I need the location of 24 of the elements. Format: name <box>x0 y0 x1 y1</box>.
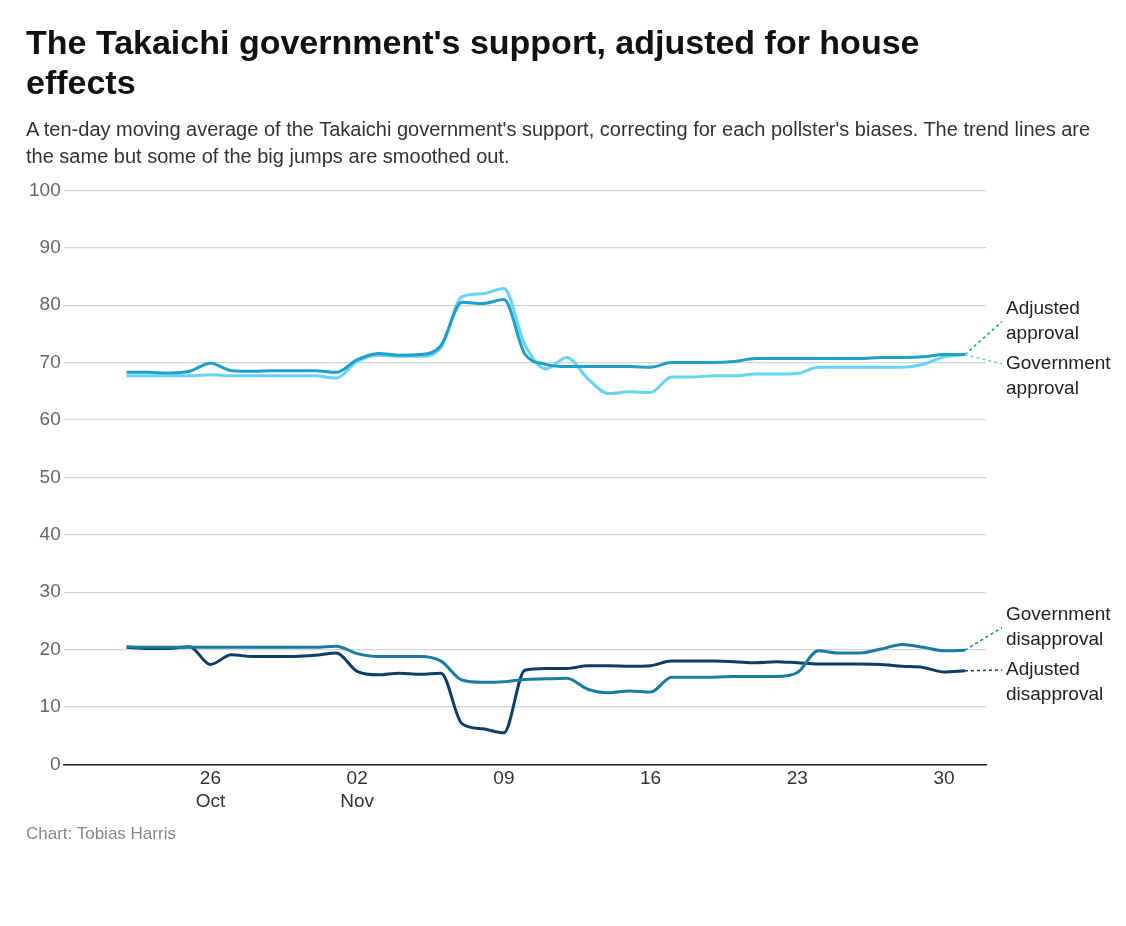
y-tick-label: 30 <box>39 580 61 602</box>
x-tick-label: 16 <box>640 767 662 789</box>
x-tick-label: 26 Oct <box>195 767 226 812</box>
y-tick-label: 90 <box>39 236 61 258</box>
y-tick-label: 60 <box>39 408 61 430</box>
legend-label: Government approval <box>1006 352 1112 399</box>
y-tick-label: 70 <box>39 351 61 373</box>
chart-subtitle: A ten-day moving average of the Takaichi government's support, correcting for each pollster's biases. The trend lines are the same but some of the big jumps are smoothed out. <box>26 117 1092 170</box>
y-tick-label: 40 <box>39 523 61 545</box>
legend-label: Government disapproval <box>1006 603 1112 650</box>
chart-title: The Takaichi government's support, adjusted for house effects <box>26 22 921 103</box>
y-tick-label: 100 <box>29 178 61 200</box>
y-tick-label: 50 <box>39 465 61 487</box>
text: Chart: Tobias Harris <box>26 824 177 845</box>
y-tick-label: 80 <box>39 293 61 315</box>
y-tick-label: 20 <box>39 638 61 660</box>
legend-label: Adjusted disapproval <box>1006 658 1104 705</box>
x-tick-label: 23 <box>786 767 808 789</box>
x-tick-label: 09 <box>493 767 515 789</box>
y-tick-label: 10 <box>39 695 61 717</box>
y-tick-label: 0 <box>50 752 61 774</box>
text: Adjusted approval <box>1006 297 1080 344</box>
x-tick-label: 02 Nov <box>340 767 375 812</box>
x-tick-label: 30 <box>933 767 955 789</box>
